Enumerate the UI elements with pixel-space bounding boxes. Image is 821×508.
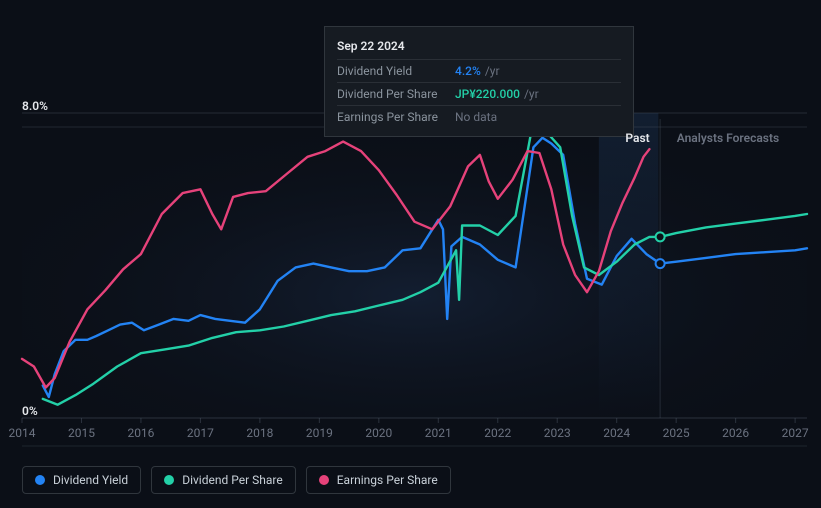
tooltip-row: Dividend Yield4.2% /yr	[337, 59, 621, 82]
legend-item-label: Dividend Yield	[53, 473, 128, 487]
marker-dividend_per_share	[656, 232, 665, 241]
x-tick-label: 2023	[544, 426, 571, 440]
tooltip-row-nodata: No data	[455, 108, 497, 126]
y-tick-label: 8.0%	[22, 99, 48, 113]
legend-dot-icon	[35, 475, 45, 485]
x-tick-label: 2020	[365, 426, 392, 440]
legend-item-earnings_per_share[interactable]: Earnings Per Share	[306, 466, 451, 494]
legend-dot-icon	[319, 475, 329, 485]
x-tick-label: 2015	[68, 426, 95, 440]
x-tick-label: 2025	[663, 426, 690, 440]
tooltip-date: Sep 22 2024	[337, 37, 621, 55]
chart-tooltip: Sep 22 2024 Dividend Yield4.2%/yrDividen…	[324, 26, 634, 137]
legend-item-dividend_yield[interactable]: Dividend Yield	[22, 466, 141, 494]
x-tick-label: 2018	[246, 426, 273, 440]
tooltip-row-label: Earnings Per Share	[337, 108, 455, 126]
y-tick-label: 0%	[22, 404, 38, 418]
legend-item-label: Earnings Per Share	[337, 473, 438, 487]
x-tick-label: 2024	[603, 426, 630, 440]
legend-dot-icon	[164, 475, 174, 485]
tooltip-row-value: JP¥220.000	[455, 85, 520, 103]
legend-item-dividend_per_share[interactable]: Dividend Per Share	[151, 466, 296, 494]
x-tick-label: 2022	[484, 426, 511, 440]
region-label-forecast: Analysts Forecasts	[677, 131, 779, 145]
tooltip-rows: Dividend Yield4.2%/yrDividend Per ShareJ…	[337, 59, 621, 128]
chart-legend: Dividend Yield Dividend Per Share Earnings…	[22, 466, 451, 494]
x-tick-label: 2027	[782, 426, 809, 440]
x-tick-label: 2014	[9, 426, 36, 440]
x-tick-label: 2019	[306, 426, 333, 440]
tooltip-row-unit: /yr	[524, 85, 539, 103]
tooltip-row-value: 4.2%	[455, 62, 481, 80]
tooltip-row-label: Dividend Per Share	[337, 85, 455, 103]
region-label-past: Past	[625, 131, 649, 145]
x-tick-label: 2016	[127, 426, 154, 440]
tooltip-row: Dividend Per ShareJP¥220.000/yr	[337, 82, 621, 105]
tooltip-row-unit: /yr	[485, 62, 500, 80]
x-tick-label: 2026	[722, 426, 749, 440]
tooltip-row-label: Dividend Yield	[337, 62, 455, 80]
x-tick-label: 2021	[425, 426, 452, 440]
tooltip-row: Earnings Per ShareNo data	[337, 105, 621, 128]
legend-item-label: Dividend Per Share	[182, 473, 283, 487]
dividend-chart: Sep 22 2024 Dividend Yield4.2%/yrDividen…	[0, 0, 821, 508]
x-tick-label: 2017	[187, 426, 214, 440]
marker-dividend_yield	[656, 259, 665, 268]
